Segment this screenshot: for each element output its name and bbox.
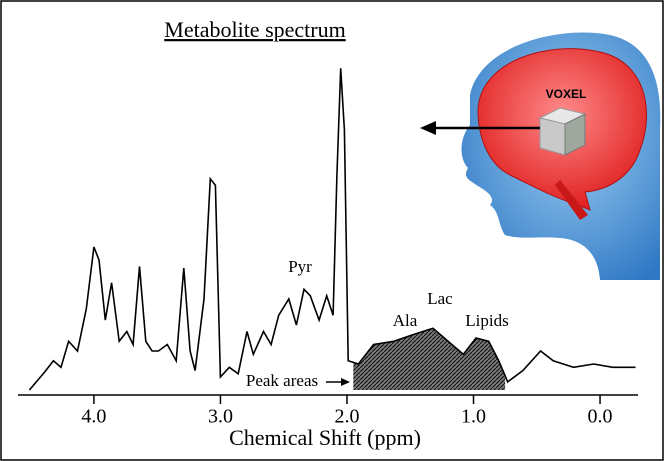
x-tick-label: 1.0 xyxy=(461,406,486,428)
x-tick-label: 3.0 xyxy=(208,406,233,428)
annotation: Ala xyxy=(393,311,418,330)
x-tick-label: 0.0 xyxy=(588,406,613,428)
x-tick-label: 2.0 xyxy=(334,406,359,428)
annotation: Pyr xyxy=(288,257,312,276)
x-tick-label: 4.0 xyxy=(81,406,106,428)
x-axis-label: Chemical Shift (ppm) xyxy=(229,425,421,450)
spectrum-line xyxy=(28,68,636,391)
chart-title: Metabolite spectrum xyxy=(164,17,345,42)
annotation: Lac xyxy=(427,289,453,308)
inset-label: VOXEL xyxy=(546,87,587,101)
peak-area xyxy=(353,328,506,390)
annotation-arrowhead xyxy=(341,378,350,386)
annotation: Lipids xyxy=(465,311,508,330)
head-illustration xyxy=(420,32,661,280)
annotation: Peak areas xyxy=(246,371,318,390)
